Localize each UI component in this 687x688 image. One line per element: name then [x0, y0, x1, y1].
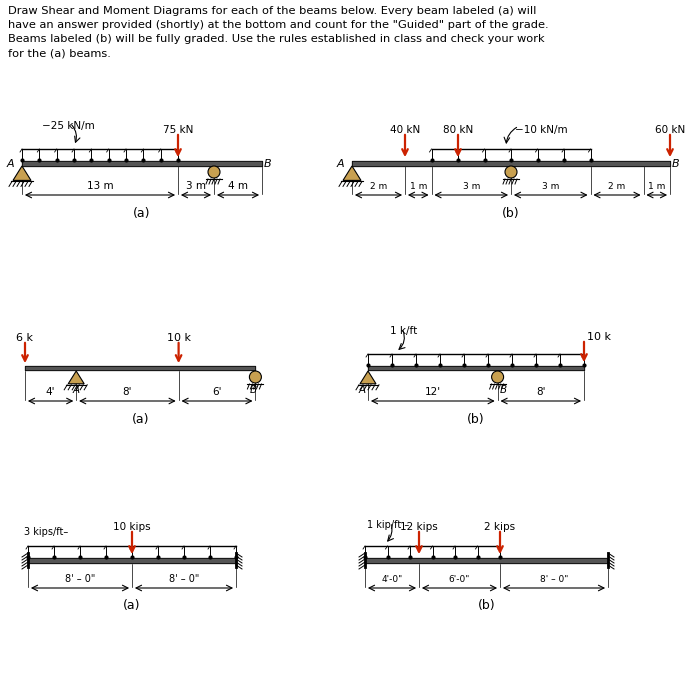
Text: 12': 12' [425, 387, 441, 397]
Text: 1 m: 1 m [409, 182, 427, 191]
Text: 4 m: 4 m [228, 181, 248, 191]
Text: −25 kN/m: −25 kN/m [42, 121, 95, 131]
Text: 8': 8' [536, 387, 545, 397]
Polygon shape [343, 166, 361, 180]
Text: A: A [336, 159, 344, 169]
Text: 60 kN: 60 kN [655, 125, 685, 135]
Polygon shape [360, 371, 376, 384]
Circle shape [208, 166, 220, 178]
Text: (b): (b) [502, 206, 520, 219]
Text: 6': 6' [212, 387, 222, 397]
Text: 6 k: 6 k [16, 333, 34, 343]
Text: 10 k: 10 k [167, 333, 190, 343]
Text: (b): (b) [467, 413, 485, 425]
Text: (a): (a) [123, 599, 141, 612]
Text: 8' – 0": 8' – 0" [65, 574, 95, 584]
Text: A: A [6, 159, 14, 169]
Text: 3 m: 3 m [462, 182, 480, 191]
Text: 10 k: 10 k [587, 332, 611, 342]
Polygon shape [68, 371, 85, 384]
Text: 75 kN: 75 kN [163, 125, 193, 135]
Text: 13 m: 13 m [87, 181, 113, 191]
Text: Draw Shear and Moment Diagrams for each of the beams below. Every beam labeled (: Draw Shear and Moment Diagrams for each … [8, 6, 549, 58]
Text: 3 m: 3 m [542, 182, 559, 191]
Text: B: B [499, 385, 507, 395]
Text: −10 kN/m: −10 kN/m [515, 125, 567, 135]
Text: (a): (a) [131, 413, 149, 425]
Text: 6'-0": 6'-0" [449, 575, 470, 584]
Text: 1 kip/ft –: 1 kip/ft – [367, 520, 409, 530]
Text: (b): (b) [477, 599, 495, 612]
Circle shape [492, 371, 504, 383]
Text: 4': 4' [46, 387, 56, 397]
Text: 3 m: 3 m [186, 181, 206, 191]
Text: 8' – 0": 8' – 0" [540, 575, 568, 584]
Text: 2 m: 2 m [609, 182, 626, 191]
Text: A: A [73, 385, 80, 395]
Text: 12 kips: 12 kips [400, 522, 438, 532]
Text: (a): (a) [133, 206, 150, 219]
Text: 10 kips: 10 kips [113, 522, 151, 532]
Text: B: B [672, 159, 680, 169]
Text: 4'-0": 4'-0" [381, 575, 403, 584]
Polygon shape [13, 166, 31, 180]
Text: 1 m: 1 m [648, 182, 666, 191]
Text: A: A [359, 385, 366, 395]
Text: 2 m: 2 m [370, 182, 387, 191]
Text: B: B [264, 159, 272, 169]
Text: B: B [250, 385, 257, 395]
Circle shape [505, 166, 517, 178]
Text: 8': 8' [123, 387, 132, 397]
Text: 1 k/ft: 1 k/ft [390, 326, 417, 336]
Circle shape [249, 371, 261, 383]
Text: 8' – 0": 8' – 0" [169, 574, 199, 584]
Text: 2 kips: 2 kips [484, 522, 515, 532]
Text: 3 kips/ft–: 3 kips/ft– [24, 527, 68, 537]
Text: 80 kN: 80 kN [443, 125, 473, 135]
Text: 40 kN: 40 kN [390, 125, 420, 135]
